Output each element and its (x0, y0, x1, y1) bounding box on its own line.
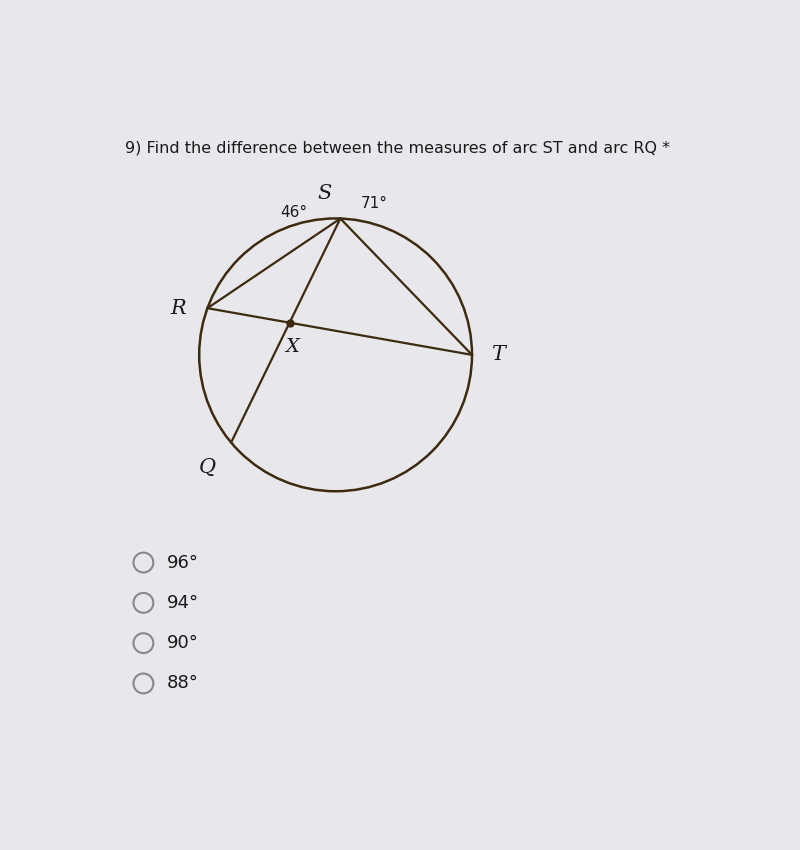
Text: Q: Q (198, 458, 216, 477)
Text: 46°: 46° (280, 205, 307, 220)
Text: T: T (490, 345, 505, 365)
Text: 90°: 90° (167, 634, 199, 652)
Text: R: R (170, 298, 186, 318)
Text: 71°: 71° (361, 196, 388, 211)
Text: 94°: 94° (167, 594, 199, 612)
Text: 88°: 88° (167, 674, 199, 693)
Text: X: X (286, 338, 300, 356)
Text: S: S (318, 184, 332, 203)
Text: 96°: 96° (167, 553, 199, 571)
Text: 9) Find the difference between the measures of arc ST and arc RQ *: 9) Find the difference between the measu… (125, 141, 670, 156)
